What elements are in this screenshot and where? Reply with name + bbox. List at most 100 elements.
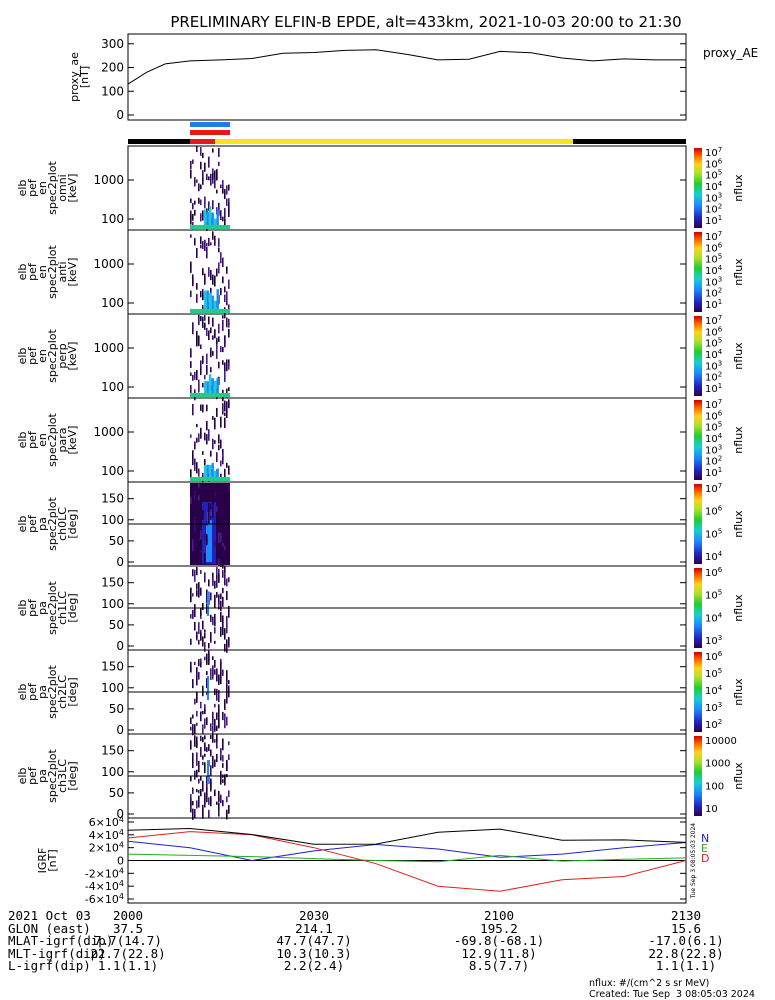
spectrogram-pixel: [202, 210, 204, 221]
spectrogram-pixel: [206, 511, 208, 523]
ylabel-line: ch3LC: [56, 759, 69, 793]
spectrogram-pixel: [209, 292, 212, 309]
spectrogram-pixel: [204, 273, 206, 285]
footer-value: 8.5(7.7): [468, 958, 530, 973]
ae-ylabel: proxy_ae[nT]: [68, 52, 91, 102]
spectrogram-pixel: [196, 692, 198, 700]
spectrogram-pixel: [198, 586, 200, 598]
spectrogram-pixel: [210, 723, 212, 731]
spectrogram-pixel: [204, 380, 207, 393]
ylabel-line: [keV]: [66, 174, 79, 203]
spectrogram-pixel: [228, 754, 230, 761]
ylabel-line: en: [36, 181, 49, 195]
spectrogram-pixel: [226, 578, 228, 587]
spectrogram-pixel: [192, 507, 194, 514]
spectrogram-pixel: [204, 742, 206, 751]
spectrogram-pixel: [220, 439, 222, 449]
spectrogram-pixel: [226, 317, 228, 328]
spectrogram-pixel: [198, 622, 200, 634]
spectrogram-pixel: [200, 632, 202, 639]
igrf-legend-E: E: [701, 842, 708, 855]
spectrogram-pixel: [216, 377, 219, 393]
spectrogram-pixel: [202, 761, 204, 766]
ylabel-line: [keV]: [66, 258, 79, 287]
pa-ytick-label: 0: [116, 723, 124, 737]
spectrogram-pixel: [218, 532, 220, 544]
spectrogram-pixel: [190, 434, 192, 438]
colorbar-label: 106: [705, 157, 723, 170]
spectrogram-pixel: [216, 268, 218, 277]
spectrogram-pixel: [218, 361, 220, 369]
spectrogram-pixel: [202, 170, 204, 181]
colorbar-label: 102: [705, 718, 722, 731]
spectrogram-pixel: [224, 294, 226, 303]
colorbar-label: 102: [705, 287, 722, 300]
spectrogram-pixel: [198, 510, 200, 518]
footer-value: 1.1(1.1): [97, 958, 159, 973]
spectrogram-pixel: [226, 538, 228, 545]
colorbar-label: 103: [705, 443, 722, 456]
spectrogram-pixel: [194, 519, 196, 532]
spectrogram-pixel: [224, 699, 226, 710]
colorbar-label: 102: [705, 203, 722, 216]
spectrogram-pixel: [190, 587, 192, 600]
spectrogram-pixel: [218, 336, 220, 343]
energy-panel-2: 1000100elbpefenspec2plotperp[keV]1071061…: [16, 313, 745, 402]
footer-value: -69.8(-68.1): [453, 933, 545, 948]
spectrogram-pixel: [212, 756, 214, 769]
footer-value: 10.3(10.3): [276, 945, 352, 961]
spectrogram-pixel: [218, 572, 220, 583]
spectrogram-pixel: [200, 497, 202, 510]
spectrogram-pixel: [196, 566, 198, 576]
spectrogram-pixel: [190, 485, 192, 497]
spectrogram-pixel: [204, 465, 207, 477]
spectrogram-pixel: [190, 348, 192, 355]
colorbar: [694, 484, 702, 564]
spectrogram-pixel: [200, 161, 202, 170]
ylabel-line: pa: [36, 601, 49, 615]
units-note: nflux: #/(cm^2 s sr MeV): [589, 978, 710, 989]
colorbar-label: 107: [705, 314, 722, 327]
spectrogram-pixel: [200, 587, 202, 596]
footer-value: 2000: [112, 908, 144, 923]
igrf-legend-D: D: [701, 852, 709, 865]
ae-ytick-label: 300: [101, 37, 124, 51]
spectrogram-pixel: [216, 669, 218, 676]
ylabel-line: spec2plot: [46, 329, 59, 383]
spectrogram-pixel: [220, 611, 222, 623]
spectrogram-pixel: [192, 450, 194, 459]
spectrogram-pixel: [222, 779, 224, 783]
spectrogram-pixel: [194, 462, 196, 471]
colorbar-unit: nflux: [732, 174, 745, 202]
pa-ytick-label: 150: [101, 576, 124, 590]
colorbar-label: 102: [705, 371, 722, 384]
spectrogram-pixel: [204, 290, 207, 309]
spectrogram-pixel: [192, 280, 194, 287]
spectrogram-pixel: [192, 374, 194, 381]
spectrogram-pixel: [212, 665, 214, 677]
spectrogram-pixel: [214, 719, 216, 730]
spectrogram-pixel: [226, 642, 228, 653]
spectrogram-pixel: [198, 468, 200, 477]
spectrogram-pixel: [204, 459, 206, 466]
plot-title: PRELIMINARY ELFIN-B EPDE, alt=433km, 202…: [170, 13, 681, 31]
spectrogram-pixel: [190, 469, 192, 480]
colorbar-unit: nflux: [732, 678, 745, 706]
spectrogram-pixel: [196, 769, 198, 778]
spectrogram-pixel: [200, 236, 202, 245]
spectrogram-pixel: [198, 483, 200, 488]
igrf-ytick-label: 2×104: [89, 841, 124, 855]
spectrogram-pixel: [192, 801, 194, 806]
spectrogram-pixel: [208, 267, 210, 277]
spectrogram-pixel: [212, 231, 214, 240]
spectrogram-pixel: [222, 216, 224, 222]
spectrogram-pixel: [226, 462, 228, 468]
spectrogram-pixel: [222, 319, 224, 331]
spectrogram-pixel: [226, 684, 228, 694]
colorbar: [694, 232, 702, 312]
ylabel-line: spec2plot: [46, 161, 59, 215]
spectrogram-pixel: [214, 580, 216, 589]
spectrogram-pixel: [208, 176, 210, 181]
spectrogram-pixel: [214, 275, 216, 287]
spectrogram-pixel: [206, 212, 209, 225]
